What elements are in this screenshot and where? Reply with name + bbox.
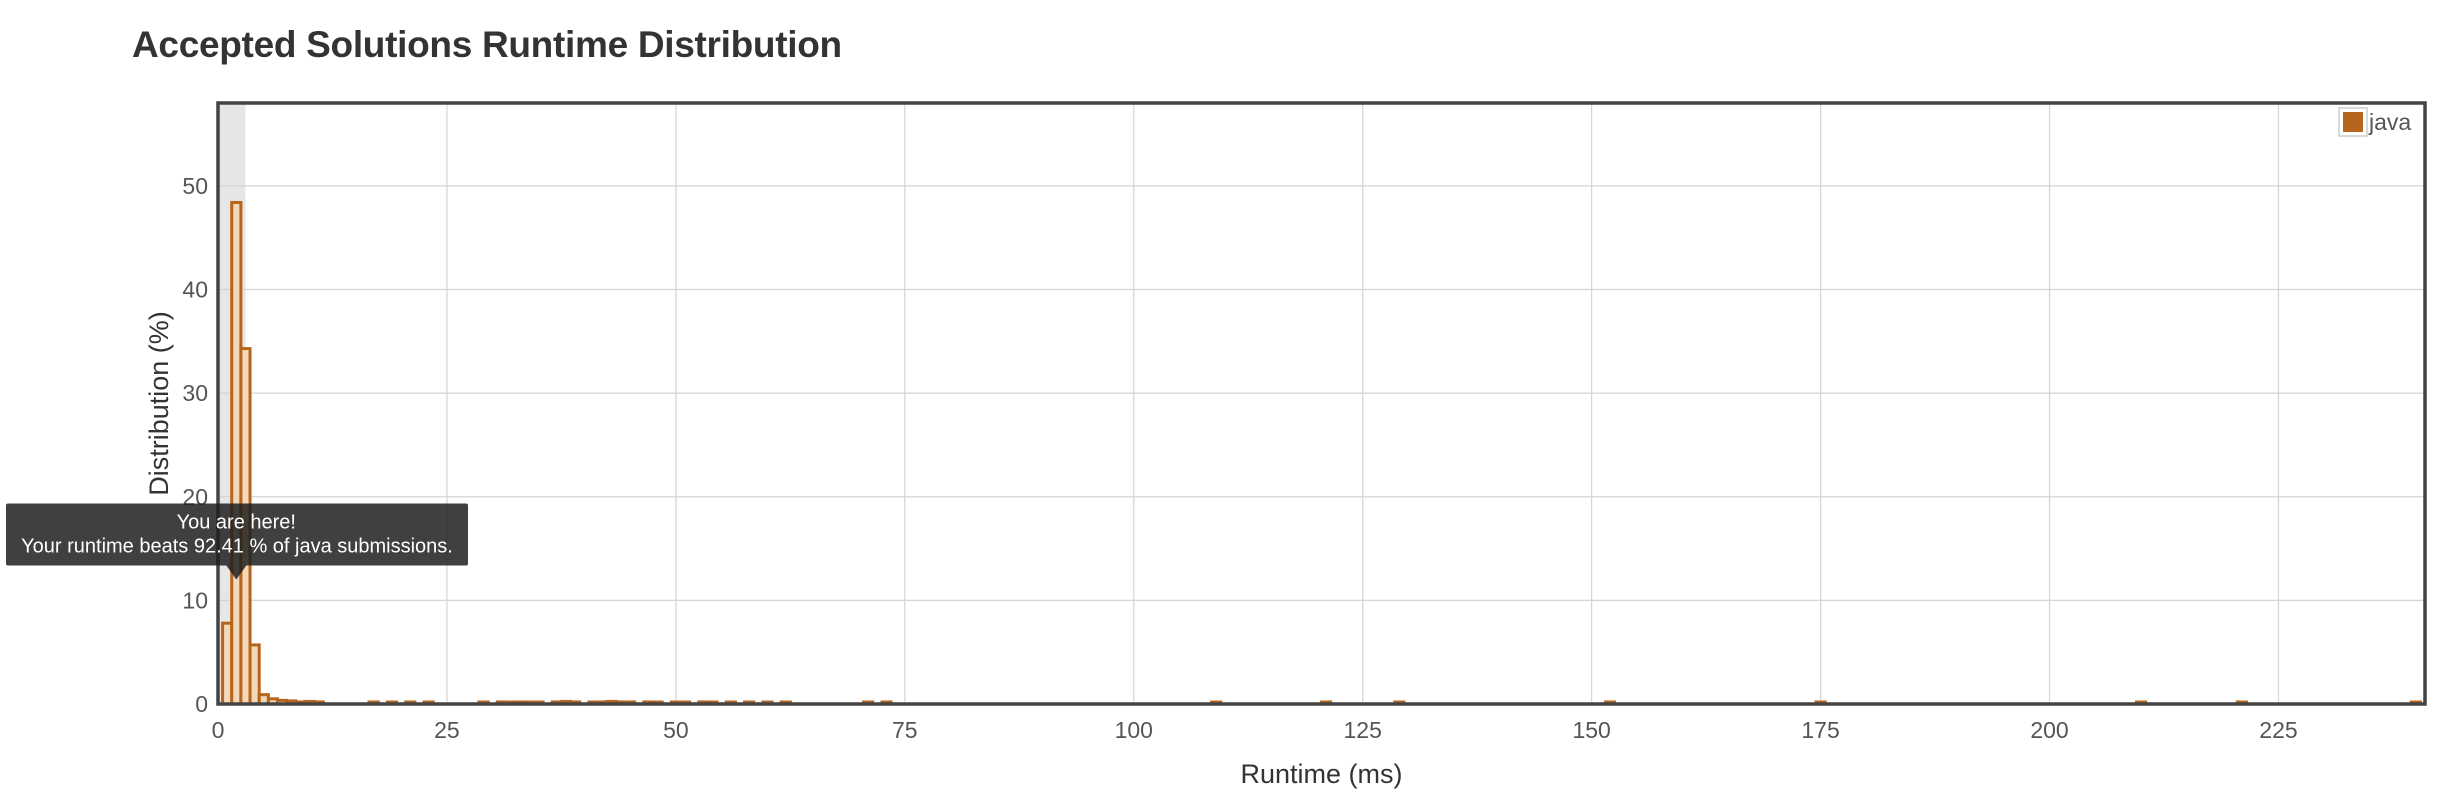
tooltip-pointer: [226, 565, 247, 580]
plot-frame: [216, 101, 2427, 706]
x-tick-label: 200: [2030, 717, 2068, 743]
x-tick-label: 50: [663, 717, 689, 743]
x-tick-label: 25: [434, 717, 460, 743]
x-tick-label: 100: [1115, 717, 1153, 743]
tooltip-line-2: Your runtime beats 92.41 % of java submi…: [21, 536, 453, 558]
runtime-tooltip: [6, 503, 468, 566]
x-tick-label: 75: [892, 717, 918, 743]
y-tick-label: 10: [182, 587, 208, 613]
x-tick-label: 150: [1572, 717, 1610, 743]
y-tick-label: 40: [182, 277, 208, 303]
page-title: Accepted Solutions Runtime Distribution: [132, 24, 842, 65]
y-tick-label: 50: [182, 173, 208, 199]
y-tick-label: 30: [182, 380, 208, 406]
y-axis-title: Distribution (%): [144, 311, 174, 496]
y-tick-label: 0: [195, 691, 208, 717]
x-tick-label: 125: [1344, 717, 1382, 743]
x-axis-title: Runtime (ms): [1240, 759, 1402, 789]
x-tick-label: 0: [212, 717, 225, 743]
tooltip-line-1: You are here!: [177, 512, 296, 534]
x-tick-label: 225: [2259, 717, 2297, 743]
legend-swatch-java: [2343, 112, 2363, 132]
legend-label-java: java: [2368, 109, 2411, 135]
x-tick-label: 175: [1801, 717, 1839, 743]
